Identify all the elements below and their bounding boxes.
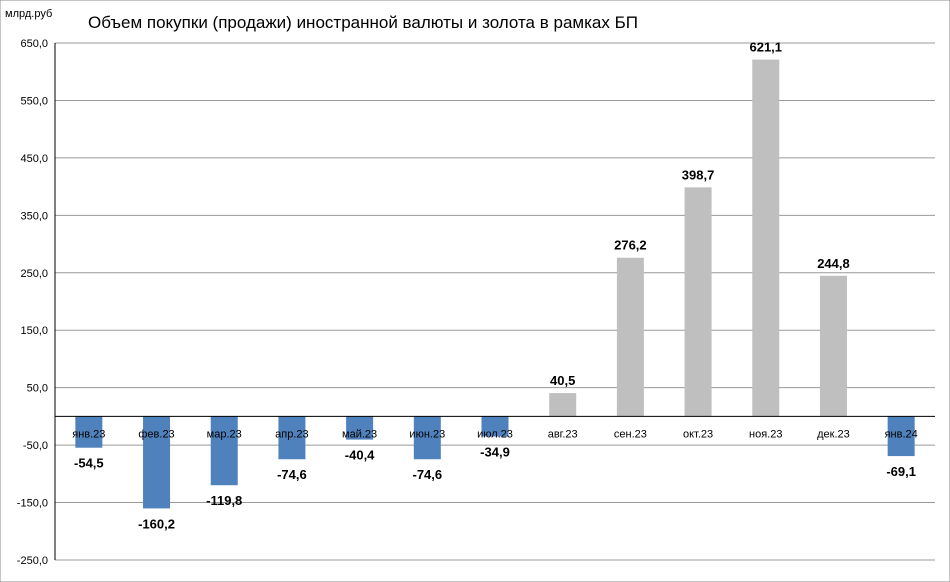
bar (684, 187, 712, 417)
data-label: 40,5 (550, 373, 575, 388)
bars (75, 59, 915, 509)
bar (819, 275, 847, 417)
data-label: -69,1 (886, 464, 916, 479)
data-label: -74,6 (277, 467, 307, 482)
y-tick-label: -50,0 (23, 440, 48, 452)
y-axis-ticks: 650,0 550,0 450,0 350,0 250,0 150,0 50,0 -50,0 -… (17, 38, 48, 567)
bar (210, 416, 238, 486)
x-tick-label: июл.23 (477, 428, 513, 440)
data-label: 398,7 (682, 167, 715, 182)
y-tick-label: 650,0 (20, 38, 48, 50)
x-tick-label: янв.24 (885, 428, 918, 440)
data-label: -34,9 (480, 444, 510, 459)
y-tick-label: 250,0 (20, 268, 48, 280)
bar (616, 257, 644, 417)
data-labels: -54,5 -160,2 -119,8 -74,6 -40,4 -74,6 -34,9 40,… (74, 40, 916, 532)
data-label: -74,6 (412, 467, 442, 482)
data-label: -54,5 (74, 456, 104, 471)
y-tick-label: 50,0 (27, 383, 48, 395)
data-label: -160,2 (138, 516, 175, 531)
x-tick-label: ноя.23 (749, 428, 782, 440)
bar (752, 59, 780, 417)
y-tick-label: 450,0 (20, 153, 48, 165)
bar (278, 416, 306, 460)
y-tick-label: 350,0 (20, 210, 48, 222)
unit-label: млрд.руб (5, 8, 52, 20)
bar (413, 416, 441, 460)
bar (143, 416, 171, 509)
bar (481, 416, 509, 437)
x-axis-ticks: янв.23 фев.23 мар.23 апр.23 май.23 июн.23 июл.… (72, 428, 917, 440)
data-label: -119,8 (206, 493, 242, 508)
data-label: 276,2 (614, 238, 647, 253)
data-label: 621,1 (749, 40, 782, 55)
x-tick-label: мар.23 (207, 428, 242, 440)
data-label: 244,8 (817, 256, 850, 271)
x-tick-label: апр.23 (275, 428, 308, 440)
bar (887, 416, 915, 457)
gridlines (55, 42, 935, 561)
x-tick-label: май.23 (342, 428, 377, 440)
x-tick-label: янв.23 (72, 428, 105, 440)
x-tick-label: сен.23 (614, 428, 647, 440)
data-label: -40,4 (345, 448, 375, 463)
bar (549, 393, 577, 417)
x-tick-label: дек.23 (817, 428, 850, 440)
x-tick-label: фев.23 (138, 428, 174, 440)
x-tick-label: окт.23 (683, 428, 713, 440)
chart-title: Объем покупки (продажи) иностранной валю… (88, 13, 638, 32)
y-tick-label: 550,0 (20, 95, 48, 107)
bar (75, 416, 103, 448)
y-tick-label: -250,0 (17, 555, 48, 567)
y-tick-label: -150,0 (17, 498, 48, 510)
x-tick-label: авг.23 (548, 428, 578, 440)
bar (346, 416, 374, 440)
x-tick-label: июн.23 (409, 428, 445, 440)
y-tick-label: 150,0 (20, 325, 48, 337)
